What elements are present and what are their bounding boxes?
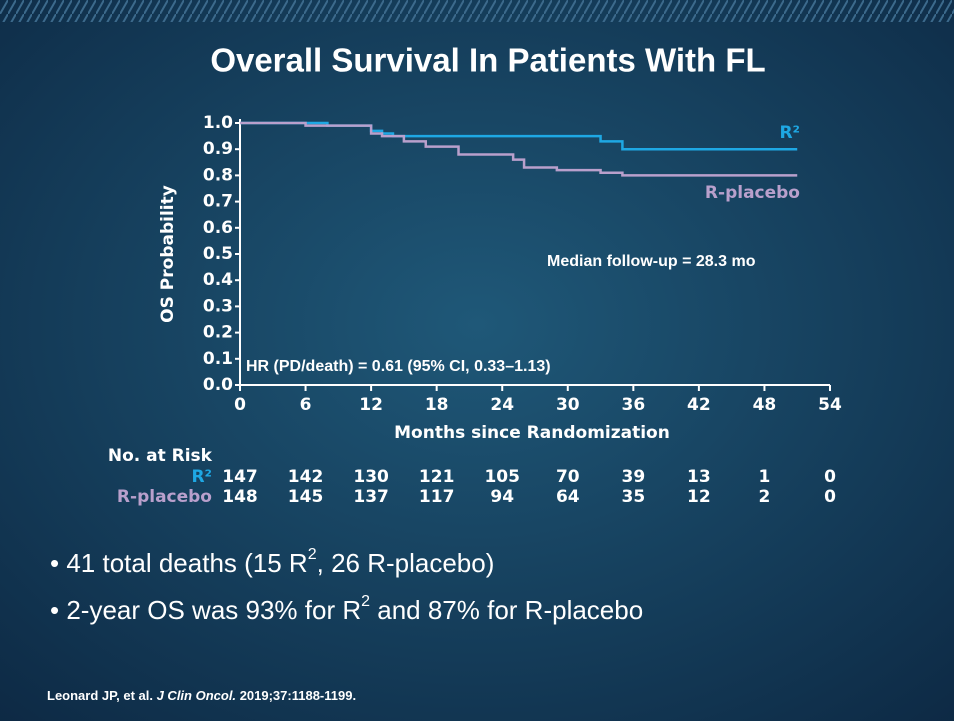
annotation: Median follow-up = 28.3 mo	[547, 253, 756, 270]
bullet-text: and 87% for R-placebo	[370, 595, 643, 625]
y-tick-label: 0.4	[203, 270, 233, 290]
risk-value: 121	[419, 467, 455, 487]
y-tick-label: 0.9	[203, 139, 233, 159]
header-stripe	[0, 0, 954, 22]
footer-text: Leonard JP, et al.	[47, 688, 153, 703]
x-tick-label: 12	[359, 395, 383, 415]
chart-title: Overall Survival In Patients With FL	[210, 42, 765, 79]
footer-text: J Clin Oncol.	[157, 688, 236, 703]
risk-value: 0	[824, 487, 836, 507]
risk-value: 70	[556, 467, 580, 487]
y-tick-label: 0.8	[203, 165, 233, 185]
legend-label: R-placebo	[705, 183, 800, 203]
risk-value: 117	[419, 487, 455, 507]
y-tick-label: 0.0	[203, 375, 233, 395]
risk-value: 148	[222, 487, 258, 507]
superscript: 2	[308, 546, 317, 563]
risk-row-label: R²	[191, 467, 212, 487]
risk-value: 130	[353, 467, 389, 487]
risk-value: 39	[621, 467, 645, 487]
risk-value: 1	[759, 467, 771, 487]
legend-label: R²	[779, 123, 800, 143]
x-tick-label: 30	[556, 395, 580, 415]
risk-value: 105	[484, 467, 520, 487]
y-tick-label: 0.3	[203, 296, 233, 316]
superscript: 2	[361, 593, 370, 610]
risk-value: 35	[621, 487, 645, 507]
footer: Leonard JP, et al. J Clin Oncol. 2019;37…	[47, 688, 356, 703]
risk-title: No. at Risk	[108, 446, 213, 466]
bullet-text: , 26 R-placebo)	[317, 548, 495, 578]
risk-value: 12	[687, 487, 711, 507]
y-tick-label: 0.1	[203, 349, 233, 369]
risk-value: 13	[687, 467, 711, 487]
x-tick-label: 36	[621, 395, 645, 415]
y-tick-label: 0.7	[203, 192, 233, 212]
x-tick-label: 24	[490, 395, 514, 415]
x-tick-label: 18	[425, 395, 449, 415]
risk-value: 94	[490, 487, 514, 507]
x-tick-label: 6	[300, 395, 312, 415]
y-tick-label: 0.5	[203, 244, 233, 264]
risk-value: 0	[824, 467, 836, 487]
bullet: • 2-year OS was 93% for R2 and 87% for R…	[50, 593, 643, 625]
bullet: • 41 total deaths (15 R2, 26 R-placebo)	[50, 546, 494, 578]
y-tick-label: 0.2	[203, 323, 233, 343]
x-tick-label: 54	[818, 395, 842, 415]
risk-value: 147	[222, 467, 258, 487]
risk-value: 145	[288, 487, 324, 507]
risk-value: 2	[759, 487, 771, 507]
y-axis-label: OS Probability	[158, 185, 178, 323]
y-tick-label: 0.6	[203, 218, 233, 238]
bullet-text: 41 total deaths (15 R	[66, 548, 307, 578]
x-axis-label: Months since Randomization	[394, 423, 670, 443]
bullet-text: 2-year OS was 93% for R	[66, 595, 361, 625]
risk-value: 137	[353, 487, 389, 507]
x-tick-label: 48	[753, 395, 777, 415]
x-tick-label: 42	[687, 395, 711, 415]
risk-value: 64	[556, 487, 580, 507]
footer-text: 2019;37:1188-1199.	[240, 688, 356, 703]
y-tick-label: 1.0	[203, 113, 233, 133]
risk-value: 142	[288, 467, 324, 487]
risk-row-label: R-placebo	[117, 487, 212, 507]
x-tick-label: 0	[234, 395, 246, 415]
survival-curve	[240, 121, 798, 177]
annotation: HR (PD/death) = 0.61 (95% CI, 0.33–1.13)	[246, 358, 551, 375]
